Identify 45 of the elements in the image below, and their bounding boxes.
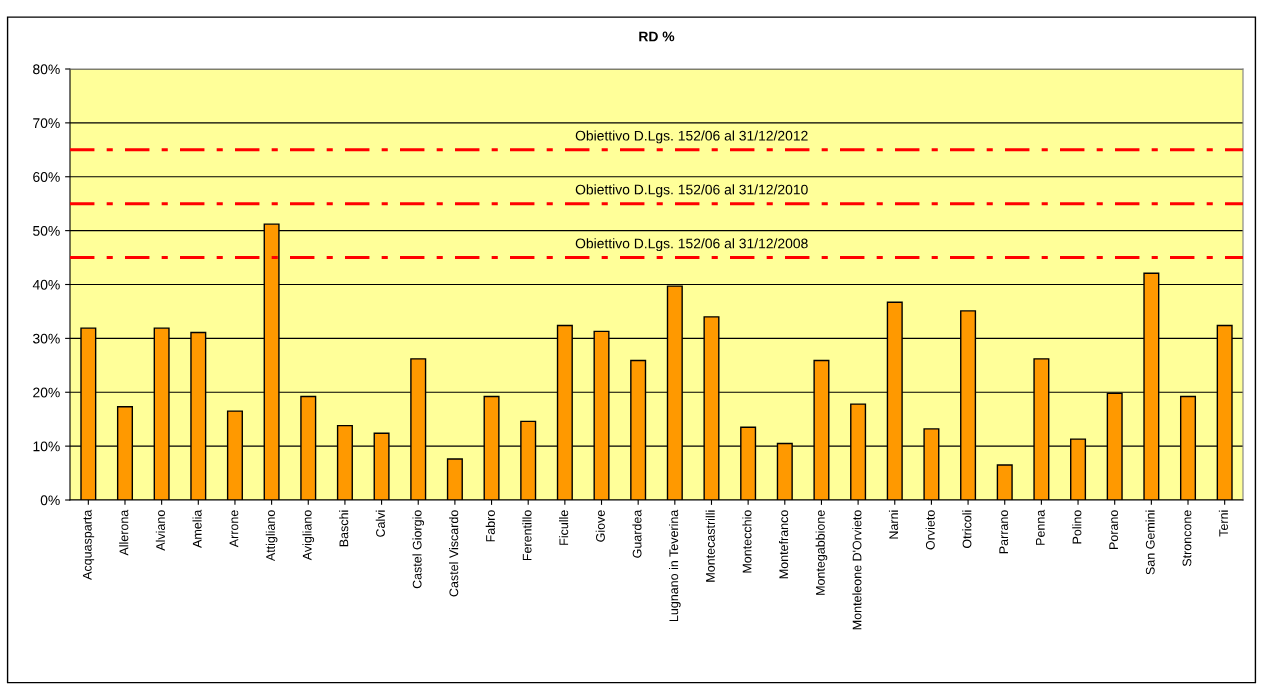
x-tick-label: Calvi [375, 510, 385, 537]
y-tick-label: 20% [33, 387, 60, 398]
x-tick-label: Montecchio [742, 510, 752, 573]
x-tick-label: Baschi [339, 510, 349, 547]
x-tick-label: Terni [1218, 510, 1229, 537]
x-tick-label: Amelia [192, 509, 202, 548]
x-tick-label: Castel Viscardo [449, 510, 459, 597]
x-tick-label: Narni [888, 510, 899, 539]
x-tick-label: Porano [1109, 510, 1119, 549]
x-tick-label: Giove [595, 510, 605, 542]
y-tick-label: 10% [33, 441, 60, 452]
y-tick-label: 60% [33, 172, 60, 182]
x-tick-label: Polino [1072, 510, 1082, 544]
x-tick-label: Parrano [999, 510, 1009, 554]
y-tick-label: 0% [40, 495, 60, 506]
x-tick-label: San Gemini [1145, 510, 1155, 575]
x-tick-label: Castel Giorgio [412, 510, 425, 589]
x-tick-label: Orvieto [925, 510, 935, 550]
x-tick-label: Montefranco [778, 510, 789, 579]
x-tick-label: Montegabbione [815, 510, 828, 595]
x-tick-label: Lugnano in Teverina [669, 509, 681, 622]
y-tick-label: 40% [32, 279, 60, 290]
x-tick-label: Acquasparta [82, 509, 95, 580]
x-tick-label: Arrone [229, 510, 239, 548]
x-tick-label: Ficulle [559, 510, 569, 545]
y-tick-label: 80% [33, 64, 60, 75]
x-tick-label: Fabro [485, 510, 495, 542]
x-tick-label: Ferentillo [522, 510, 532, 561]
y-tick-label: 30% [33, 333, 60, 344]
x-tick-label: Penna [1036, 509, 1045, 545]
x-tick-label: Avigliano [302, 510, 315, 561]
x-tick-label: Guardea [632, 509, 642, 558]
y-tick-label: 70% [33, 118, 60, 129]
x-tick-label: Monteleone D'Orvieto [852, 510, 862, 630]
ref-line-label: Obiettivo D.Lgs. 152/06 al 31/12/2008 [575, 238, 808, 252]
x-tick-label: Alviano [155, 510, 165, 551]
ref-line-label: Obiettivo D.Lgs. 152/06 al 31/12/2012 [575, 130, 808, 144]
y-tick-label: 50% [33, 225, 60, 236]
ref-line-label: Obiettivo D.Lgs. 152/06 al 31/12/2010 [575, 184, 808, 198]
x-tick-label: Attigliano [265, 510, 278, 562]
x-tick-label: Otricoli [962, 510, 972, 549]
x-tick-label: Montecastrilli [705, 510, 715, 582]
chart-title: RD % [639, 31, 675, 42]
x-tick-label: Stroncone [1182, 510, 1192, 567]
x-tick-label: Allerona [119, 509, 129, 556]
